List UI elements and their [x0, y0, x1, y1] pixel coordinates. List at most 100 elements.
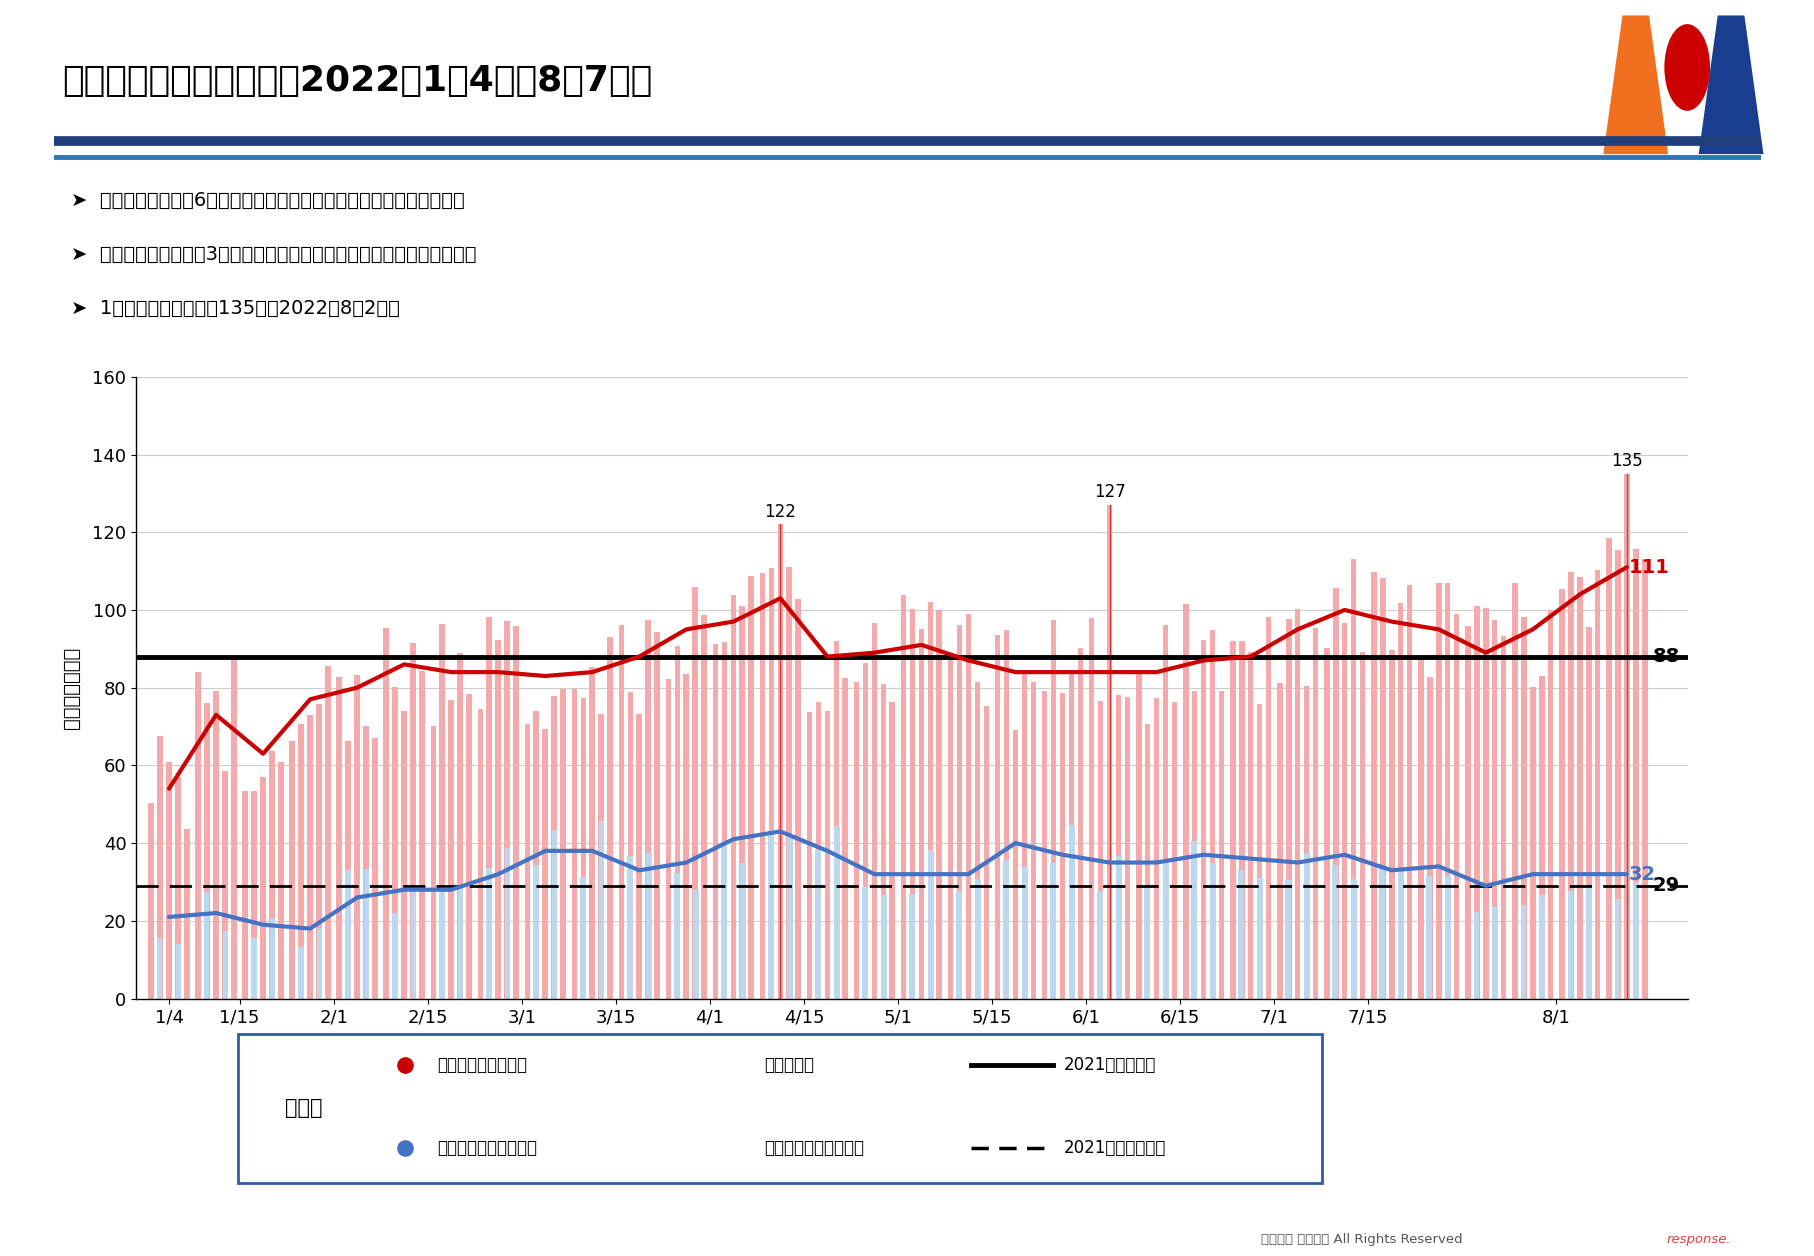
Text: 122: 122	[764, 502, 796, 520]
Bar	[533, 865, 539, 999]
Bar	[1426, 677, 1431, 999]
Bar	[1379, 867, 1384, 999]
Bar	[700, 615, 707, 999]
Bar	[1097, 701, 1103, 999]
Bar	[889, 702, 894, 999]
Bar	[1576, 577, 1582, 999]
Bar	[1491, 907, 1497, 999]
Bar	[1435, 583, 1440, 999]
Text: 29: 29	[1653, 877, 1680, 896]
Bar	[307, 715, 312, 999]
Bar	[1183, 604, 1188, 999]
Bar	[392, 913, 397, 999]
Bar	[655, 633, 660, 999]
Bar	[1163, 863, 1168, 999]
Bar	[693, 889, 698, 999]
Bar	[1116, 855, 1121, 999]
Bar	[486, 868, 492, 999]
Bar	[1030, 682, 1036, 999]
Bar	[1050, 620, 1056, 999]
Bar	[1614, 899, 1620, 999]
Bar	[1284, 619, 1292, 999]
Bar	[1558, 589, 1564, 999]
Bar	[1239, 641, 1244, 999]
Bar	[1154, 698, 1159, 999]
FancyBboxPatch shape	[238, 1034, 1321, 1183]
Bar	[1331, 588, 1337, 999]
Bar	[824, 711, 829, 999]
Bar	[243, 791, 249, 999]
Polygon shape	[1698, 15, 1763, 154]
Bar	[533, 711, 539, 999]
Bar	[1350, 879, 1357, 999]
Bar	[363, 726, 368, 999]
Bar	[316, 705, 321, 999]
Bar	[1136, 672, 1141, 999]
Bar	[1068, 669, 1074, 999]
Bar	[1642, 559, 1647, 999]
Text: ➤  1日の最大利用者数は135人（2022年8月2日）: ➤ 1日の最大利用者数は135人（2022年8月2日）	[71, 299, 399, 318]
Bar	[1021, 671, 1027, 999]
Y-axis label: 利用者数（人）: 利用者数（人）	[62, 647, 82, 728]
Bar	[457, 653, 463, 999]
Bar	[1192, 691, 1197, 999]
Bar	[880, 896, 887, 999]
Bar	[1520, 617, 1526, 999]
Bar	[1304, 854, 1310, 999]
Bar	[383, 628, 388, 999]
Bar	[936, 609, 941, 999]
Bar	[1567, 571, 1573, 999]
Bar	[729, 595, 736, 999]
Bar	[918, 629, 923, 999]
Text: （のるる運行時間帯）: （のるる運行時間帯）	[764, 1139, 863, 1157]
Bar	[149, 804, 154, 999]
Bar	[448, 701, 454, 999]
Bar	[767, 568, 775, 999]
Bar	[580, 877, 586, 999]
Bar	[372, 739, 377, 999]
Text: 週別日平均（土日祝）: 週別日平均（土日祝）	[437, 1139, 537, 1157]
Bar	[1538, 676, 1544, 999]
Bar	[1284, 879, 1290, 999]
Bar	[466, 695, 472, 999]
Bar	[994, 636, 1000, 999]
Bar	[767, 830, 773, 999]
Bar	[814, 702, 820, 999]
Bar	[504, 620, 510, 999]
Bar	[430, 726, 435, 999]
Bar	[900, 595, 905, 999]
Bar	[1633, 883, 1638, 999]
Bar	[833, 641, 838, 999]
Bar	[410, 643, 415, 999]
Bar	[1257, 878, 1263, 999]
Bar	[486, 618, 492, 999]
Bar	[580, 697, 586, 999]
Bar	[673, 873, 680, 999]
Bar	[354, 676, 359, 999]
Bar	[1145, 725, 1150, 999]
Bar	[760, 574, 766, 999]
Bar	[795, 599, 800, 999]
Bar	[1230, 641, 1235, 999]
Bar	[853, 682, 858, 999]
Bar	[297, 947, 303, 999]
Text: response.: response.	[1665, 1233, 1731, 1246]
Bar	[1068, 825, 1074, 999]
Bar	[1370, 571, 1375, 999]
Bar	[504, 848, 510, 999]
Bar	[1097, 892, 1103, 999]
Text: 定時定路線: 定時定路線	[764, 1056, 814, 1074]
Bar	[1059, 693, 1065, 999]
Bar	[212, 691, 219, 999]
Bar	[1190, 840, 1197, 999]
Bar	[1397, 603, 1402, 999]
Bar	[1453, 614, 1458, 999]
Bar	[196, 672, 201, 999]
Bar	[1210, 863, 1215, 999]
Bar	[345, 741, 350, 999]
Bar	[637, 715, 642, 999]
Bar	[833, 825, 840, 999]
Bar	[1444, 583, 1449, 999]
Bar	[439, 624, 444, 999]
Text: 2021年（平日）: 2021年（平日）	[1063, 1056, 1156, 1074]
